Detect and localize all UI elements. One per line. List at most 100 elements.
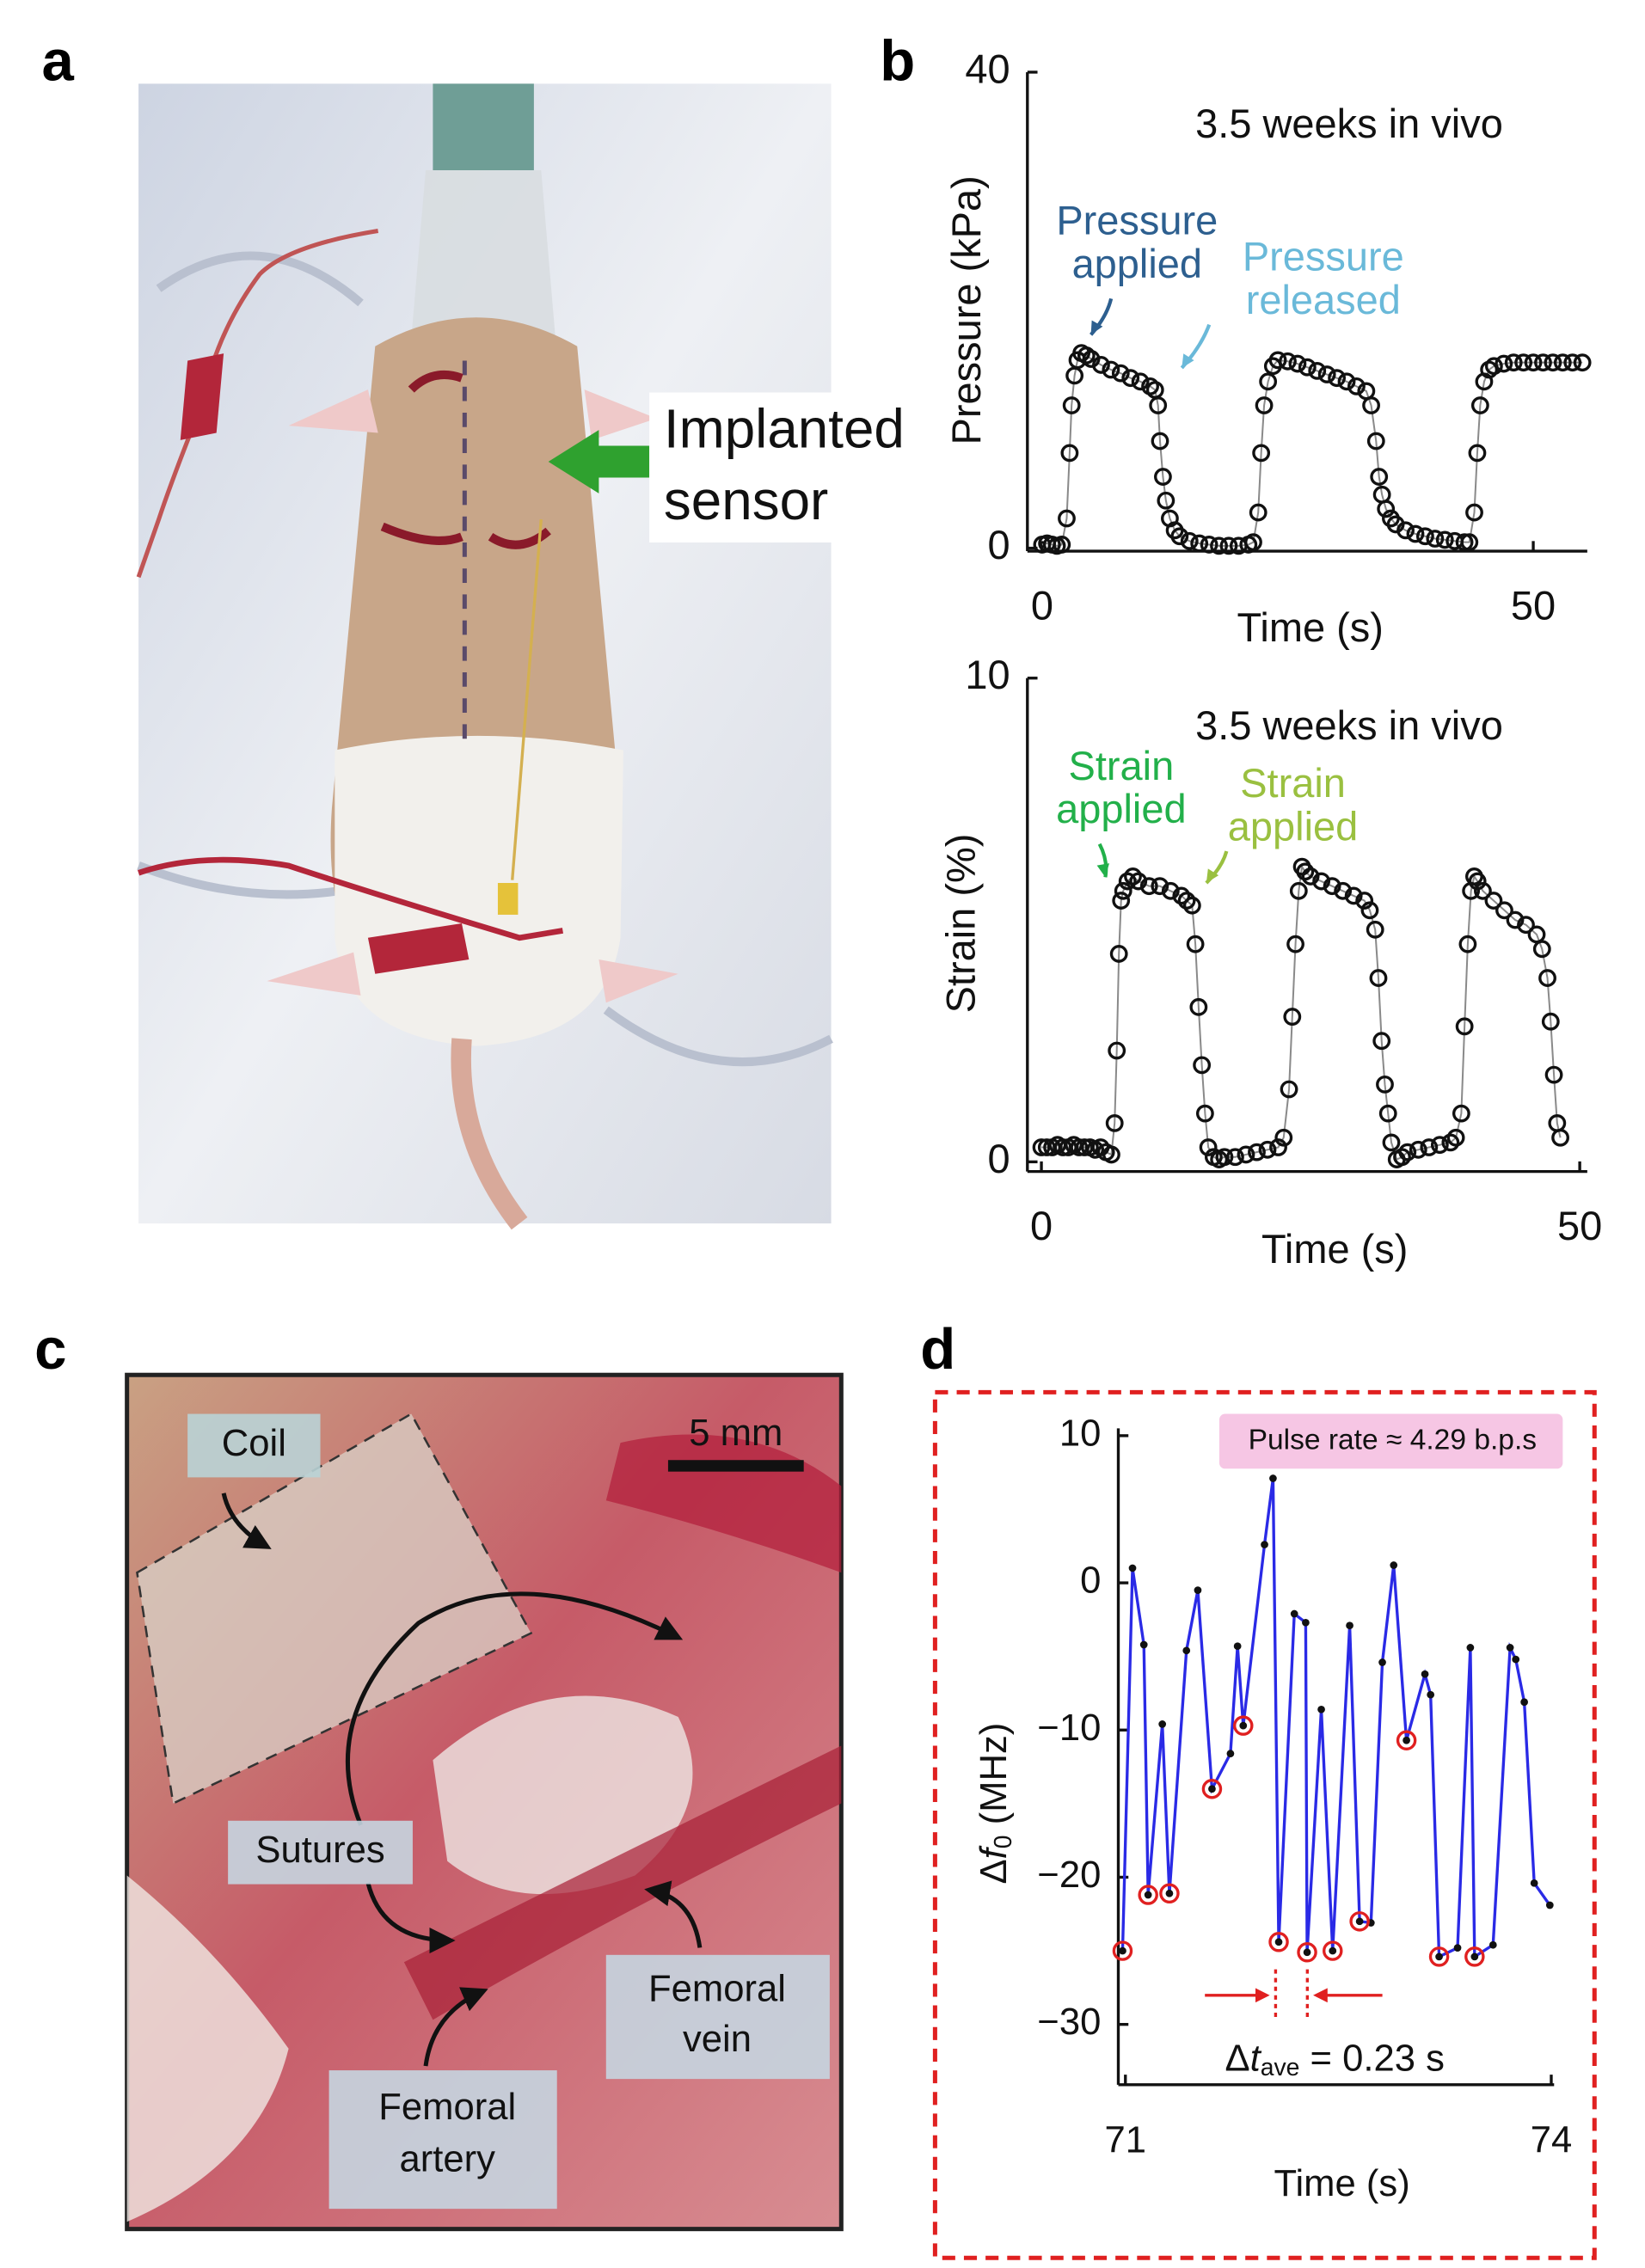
- data-point: [1172, 886, 1191, 905]
- photo-label: sensor: [664, 469, 828, 531]
- data-point: [1370, 468, 1389, 486]
- data-point: [1366, 432, 1385, 451]
- data-point: [1465, 503, 1483, 522]
- data-point: [1194, 1586, 1202, 1595]
- data-point: [1355, 892, 1374, 910]
- data-point: [1312, 872, 1331, 891]
- data-point: [1530, 1879, 1538, 1887]
- x-axis-title: Time (s): [1274, 2163, 1409, 2204]
- data-point: [1517, 916, 1535, 935]
- data-point: [1268, 1932, 1289, 1952]
- data-point: [1226, 1148, 1244, 1167]
- data-point: [1573, 353, 1592, 372]
- data-point: [1121, 369, 1140, 388]
- data-point: [1372, 1032, 1391, 1051]
- data-point: [1435, 530, 1454, 549]
- data-point: [1468, 872, 1487, 891]
- x-tick-label: 71: [1105, 2119, 1147, 2161]
- data-point: [1347, 377, 1366, 395]
- data-point: [1189, 997, 1208, 1016]
- data-point: [1495, 354, 1513, 373]
- data-point: [1279, 352, 1297, 371]
- data-point: [1195, 1104, 1214, 1123]
- data-point: [1514, 353, 1533, 372]
- data-point: [1165, 1889, 1174, 1897]
- data-point: [1488, 1940, 1497, 1949]
- data-point: [1157, 491, 1175, 510]
- data-point: [1215, 1148, 1234, 1167]
- data-point: [1334, 881, 1353, 900]
- axis-title: Δtave = 0.23 s: [1225, 2038, 1444, 2082]
- data-point: [1545, 1901, 1554, 1909]
- y-tick-label: −20: [1037, 1854, 1101, 1896]
- annotation-arrowhead: [1182, 353, 1194, 368]
- data-point: [1421, 1670, 1429, 1678]
- data-point: [1102, 360, 1120, 379]
- data-point: [1053, 536, 1071, 554]
- data-point: [1344, 886, 1363, 905]
- data-point: [1329, 1946, 1337, 1955]
- data-point: [1495, 901, 1513, 920]
- annotation: applied: [1056, 786, 1186, 831]
- data-point: [1376, 1075, 1394, 1094]
- data-point: [1470, 1952, 1479, 1961]
- data-point: [1124, 867, 1142, 886]
- x-tick-label: 74: [1531, 2119, 1573, 2161]
- data-point: [1504, 353, 1523, 372]
- y-axis-title: Pressure (kPa): [943, 175, 989, 444]
- data-point: [1269, 1474, 1277, 1482]
- y-tick-label: 0: [988, 1136, 1010, 1181]
- data-point: [1248, 1143, 1266, 1162]
- data-point: [1428, 1946, 1450, 1967]
- data-point: [1032, 1138, 1051, 1156]
- data-point: [1563, 353, 1582, 372]
- data-point: [1393, 1148, 1411, 1167]
- annotation: applied: [1072, 241, 1202, 286]
- data-point: [1190, 534, 1209, 553]
- data-point: [1290, 1609, 1298, 1618]
- data-point: [1323, 1940, 1343, 1961]
- photo-label: vein: [683, 2019, 752, 2060]
- text-part: (MHz): [973, 1723, 1014, 1836]
- data-point: [1484, 892, 1503, 910]
- y-tick-label: 40: [965, 46, 1010, 91]
- data-point: [1237, 1145, 1255, 1164]
- data-point: [1226, 1750, 1235, 1758]
- data-point: [1430, 1136, 1449, 1155]
- annotation: released: [1246, 277, 1401, 322]
- panel-label: c: [34, 1317, 66, 1382]
- data-point: [1131, 372, 1150, 391]
- data-point: [1161, 881, 1180, 900]
- data-point: [1349, 1911, 1370, 1932]
- data-point: [1274, 1938, 1283, 1946]
- annotation: Strain: [1069, 743, 1175, 788]
- data-point: [1458, 935, 1477, 953]
- series-line: [1041, 864, 1562, 1161]
- data-point: [1455, 1017, 1474, 1036]
- data-point: [1219, 536, 1238, 555]
- x-axis-title: Time (s): [1261, 1226, 1408, 1272]
- data-point: [1420, 1138, 1439, 1156]
- data-point: [1268, 351, 1287, 370]
- data-point: [1362, 396, 1380, 414]
- text-part: t: [1250, 2038, 1262, 2079]
- y-tick-label: 10: [1059, 1413, 1102, 1454]
- data-point: [1390, 1561, 1398, 1569]
- data-point: [1283, 1008, 1302, 1026]
- data-point: [1105, 1113, 1124, 1132]
- data-point: [1378, 1104, 1397, 1123]
- y-tick-label: −30: [1037, 2001, 1101, 2043]
- photo-label: Femoral: [648, 1968, 786, 2009]
- data-point: [1396, 521, 1415, 540]
- photo-label: Femoral: [378, 2087, 516, 2128]
- data-point: [1369, 969, 1388, 987]
- data-point: [1182, 1646, 1191, 1655]
- data-point: [1346, 1621, 1353, 1630]
- data-point: [1377, 500, 1396, 518]
- data-point: [1441, 1133, 1460, 1152]
- data-point: [1435, 1952, 1443, 1961]
- annotation: Strain: [1240, 760, 1346, 806]
- data-point: [1114, 881, 1132, 900]
- data-point: [1129, 872, 1148, 891]
- data-point: [1208, 1785, 1216, 1793]
